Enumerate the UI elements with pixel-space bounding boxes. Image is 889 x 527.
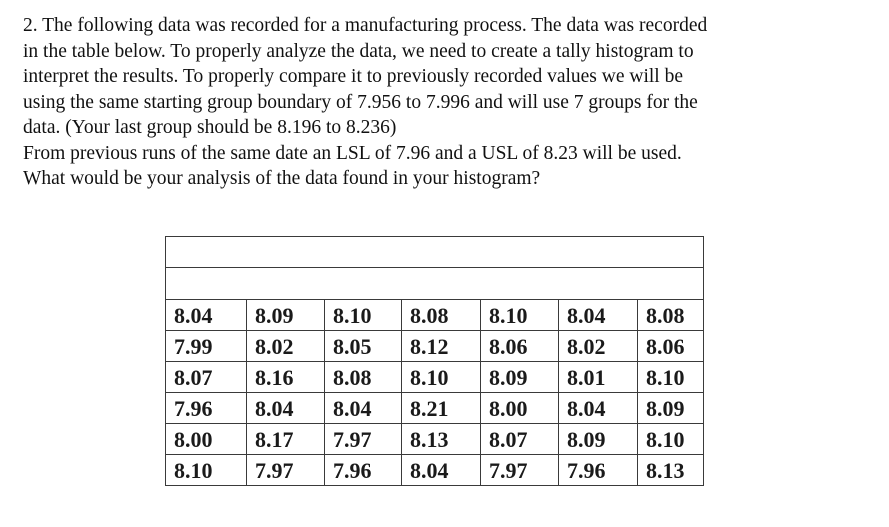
table-cell: 8.17 xyxy=(246,423,325,455)
table-cell: 8.01 xyxy=(558,361,638,393)
table-row: 7.99 8.02 8.05 8.12 8.06 8.02 8.06 xyxy=(165,330,704,362)
table-cell: 8.13 xyxy=(637,454,704,486)
table-cell: 8.06 xyxy=(637,330,704,362)
table-cell: 7.99 xyxy=(165,330,247,362)
problem-line: data. (Your last group should be 8.196 t… xyxy=(23,117,397,138)
table-cell: 7.97 xyxy=(324,423,402,455)
problem-statement: 2. The following data was recorded for a… xyxy=(23,13,873,192)
table-cell: 8.09 xyxy=(637,392,704,424)
table-cell: 8.16 xyxy=(246,361,325,393)
table-cell: 8.04 xyxy=(558,299,638,331)
table-cell: 8.08 xyxy=(637,299,704,331)
table-row: 8.07 8.16 8.08 8.10 8.09 8.01 8.10 xyxy=(165,361,704,393)
table-cell: 8.10 xyxy=(637,423,704,455)
problem-line: interpret the results. To properly compa… xyxy=(23,66,683,87)
table-cell: 8.10 xyxy=(401,361,481,393)
problem-line: 2. The following data was recorded for a… xyxy=(23,15,708,36)
table-cell: 8.13 xyxy=(401,423,481,455)
table-cell: 8.04 xyxy=(401,454,481,486)
table-cell: 8.09 xyxy=(558,423,638,455)
table-cell: 7.96 xyxy=(558,454,638,486)
table-cell: 8.02 xyxy=(558,330,638,362)
table-cell: 8.10 xyxy=(480,299,559,331)
table-cell: 7.97 xyxy=(246,454,325,486)
table-cell: 8.09 xyxy=(246,299,325,331)
problem-line: What would be your analysis of the data … xyxy=(23,168,541,189)
table-cell: 8.04 xyxy=(246,392,325,424)
problem-line: using the same starting group boundary o… xyxy=(23,91,698,113)
table-cell: 8.06 xyxy=(480,330,559,362)
table-cell: 8.04 xyxy=(165,299,247,331)
table-cell: 7.97 xyxy=(480,454,559,486)
table-row: 7.96 8.04 8.04 8.21 8.00 8.04 8.09 xyxy=(165,392,704,424)
table-cell: 8.10 xyxy=(324,299,402,331)
table-cell: 7.96 xyxy=(324,454,402,486)
problem-line: From previous runs of the same date an L… xyxy=(23,142,682,164)
table-cell: 8.09 xyxy=(480,361,559,393)
table-cell: 8.00 xyxy=(165,423,247,455)
table-blank-row xyxy=(165,267,704,300)
table-cell: 8.04 xyxy=(558,392,638,424)
table-header-row xyxy=(165,236,704,268)
table-cell: 8.10 xyxy=(165,454,247,486)
table-cell: 8.02 xyxy=(246,330,325,362)
table-cell: 8.12 xyxy=(401,330,481,362)
problem-line: in the table below. To properly analyze … xyxy=(23,40,694,62)
table-cell: 8.05 xyxy=(324,330,402,362)
table-cell: 8.07 xyxy=(480,423,559,455)
data-table-container: 8.04 8.09 8.10 8.08 8.10 8.04 8.08 7.99 … xyxy=(165,236,704,486)
table-cell: 7.96 xyxy=(165,392,247,424)
table-cell: 8.08 xyxy=(324,361,402,393)
table-cell: 8.00 xyxy=(480,392,559,424)
table-row: 8.04 8.09 8.10 8.08 8.10 8.04 8.08 xyxy=(165,299,704,331)
table-cell: 8.08 xyxy=(401,299,481,331)
table-row: 8.10 7.97 7.96 8.04 7.97 7.96 8.13 xyxy=(165,454,704,486)
table-header-cell xyxy=(165,236,704,268)
data-table: 8.04 8.09 8.10 8.08 8.10 8.04 8.08 7.99 … xyxy=(165,236,704,486)
table-cell: 8.21 xyxy=(401,392,481,424)
table-row: 8.00 8.17 7.97 8.13 8.07 8.09 8.10 xyxy=(165,423,704,455)
table-cell: 8.04 xyxy=(324,392,402,424)
table-blank-cell xyxy=(165,267,704,300)
table-cell: 8.10 xyxy=(637,361,704,393)
table-cell: 8.07 xyxy=(165,361,247,393)
